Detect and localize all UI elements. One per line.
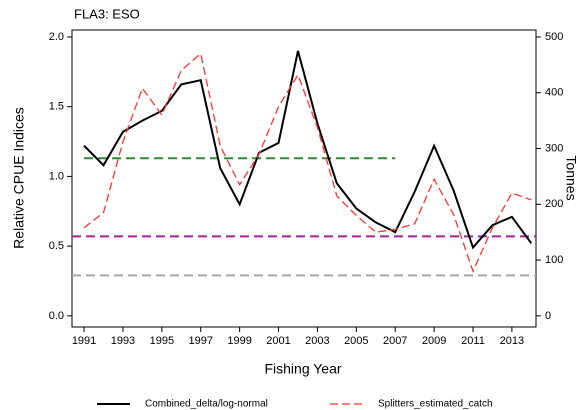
y-tick-label: 2.0 (49, 31, 64, 43)
y-tick-label: 1.5 (49, 101, 64, 113)
x-tick-label: 2001 (266, 335, 290, 347)
y-tick-label: 1.0 (49, 170, 64, 182)
series-line (83, 50, 533, 250)
x-tick-label: 2007 (383, 335, 407, 347)
y2-tick-label: 400 (545, 87, 563, 99)
chart-title: FLA3: ESO (74, 6, 140, 21)
y-axis-title: Relative CPUE Indices (11, 107, 27, 249)
y-tick-label: 0.5 (49, 240, 64, 252)
x-tick-label: 2011 (461, 335, 485, 347)
x-tick-label: 1997 (188, 335, 212, 347)
x-tick-label: 2009 (422, 335, 446, 347)
x-tick-label: 1991 (72, 335, 96, 347)
y2-tick-label: 300 (545, 142, 563, 154)
x-tick-label: 1993 (111, 335, 135, 347)
x-tick-label: 1999 (227, 335, 251, 347)
y2-tick-label: 0 (545, 310, 551, 322)
x-tick-label: 2005 (344, 335, 368, 347)
legend-label: Combined_delta/log-normal (145, 399, 268, 410)
x-tick-label: 2003 (305, 335, 329, 347)
y2-axis-title: Tonnes (563, 155, 579, 200)
y2-tick-label: 500 (545, 31, 563, 43)
y-tick-label: 0.0 (49, 310, 64, 322)
series-line (83, 52, 532, 273)
legend-label: Splitters_estimated_catch (378, 399, 493, 410)
y2-tick-label: 100 (545, 254, 563, 266)
x-axis-title: Fishing Year (264, 361, 341, 377)
x-tick-label: 2013 (500, 335, 524, 347)
y2-tick-label: 200 (545, 198, 563, 210)
x-tick-label: 1995 (150, 335, 174, 347)
plot-frame (71, 29, 537, 328)
